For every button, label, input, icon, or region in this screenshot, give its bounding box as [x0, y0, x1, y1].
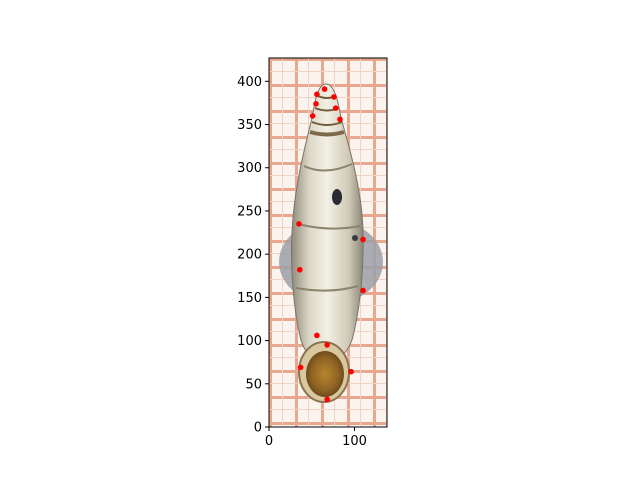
scatter-point-1 — [314, 91, 320, 98]
scatter-point-8 — [360, 236, 366, 243]
scatter-point-6 — [337, 116, 343, 123]
scatter-point-12 — [324, 342, 330, 348]
scatter-point-11 — [314, 332, 320, 339]
scatter-point-5 — [309, 113, 316, 119]
scatter-point-13 — [297, 364, 304, 371]
plot-frame — [268, 57, 388, 428]
y-tick-label: 250 — [237, 204, 262, 219]
scatter-point-2 — [331, 94, 337, 100]
y-tick-label: 200 — [237, 248, 262, 263]
scatter-point-9 — [296, 266, 303, 273]
y-tick-label: 400 — [237, 75, 262, 90]
x-tick-label: 0 — [265, 434, 273, 449]
scatter-point-7 — [296, 221, 302, 227]
scatter-point-0 — [321, 86, 328, 92]
y-tick-label: 350 — [237, 118, 262, 133]
scatter-points — [296, 86, 366, 403]
x-tick-label: 100 — [342, 434, 367, 449]
y-tick-label: 300 — [237, 161, 262, 176]
y-tick-label: 50 — [245, 377, 262, 392]
y-axis: 0 50 100 150 200 250 300 350 400 — [237, 75, 269, 436]
plot-area — [269, 58, 387, 427]
scatter-point-10 — [360, 287, 366, 294]
scatter-point-3 — [313, 101, 319, 107]
y-tick-label: 150 — [237, 291, 262, 306]
y-tick-label: 100 — [237, 334, 262, 349]
y-tick-label: 0 — [254, 421, 262, 436]
scatter-point-14 — [348, 368, 354, 375]
scatter-point-4 — [332, 105, 339, 111]
snail-shell-image — [279, 83, 383, 403]
x-axis: 0 100 — [265, 427, 367, 449]
scatter-point-15 — [324, 396, 330, 403]
